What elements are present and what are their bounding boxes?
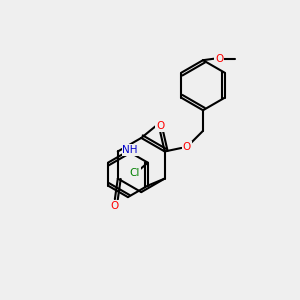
Text: O: O xyxy=(111,201,119,211)
Text: Cl: Cl xyxy=(129,168,140,178)
Text: O: O xyxy=(215,54,223,64)
Text: NH: NH xyxy=(122,145,138,155)
Text: O: O xyxy=(183,142,191,152)
Text: O: O xyxy=(156,121,164,131)
